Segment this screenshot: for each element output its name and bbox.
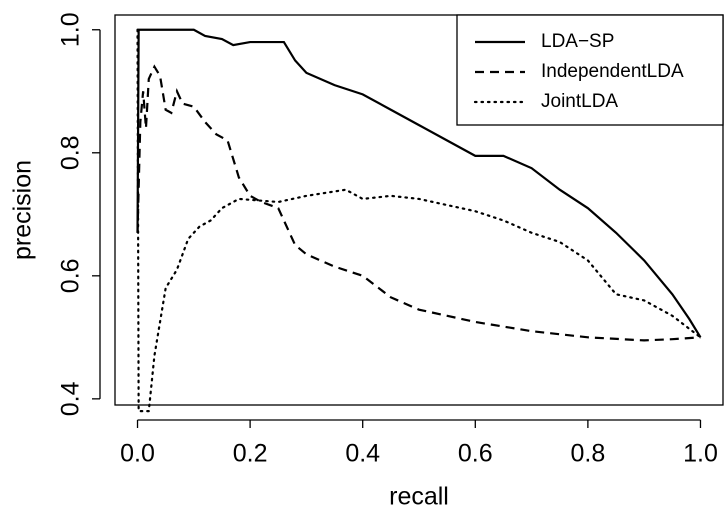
series-line xyxy=(136,28,702,338)
y-tick-label: 0.6 xyxy=(57,258,85,293)
legend-box xyxy=(456,14,724,126)
x-tick-label: 0.0 xyxy=(120,440,155,468)
x-tick-label: 0.8 xyxy=(571,440,606,468)
x-tick-label: 0.4 xyxy=(345,440,380,468)
series-line xyxy=(136,28,702,413)
x-tick-label: 0.6 xyxy=(458,440,493,468)
y-tick-label: 0.4 xyxy=(57,381,85,416)
y-tick-label: 0.8 xyxy=(57,135,85,170)
x-tick-label: 1.0 xyxy=(683,440,718,468)
legend-label: IndependentLDA xyxy=(541,61,684,82)
series-line xyxy=(136,64,701,342)
y-axis-label: precision xyxy=(9,160,37,260)
x-axis-label: recall xyxy=(389,483,449,511)
plot-frame xyxy=(114,14,724,406)
legend-label: JointLDA xyxy=(541,91,618,112)
x-tick-label: 0.2 xyxy=(233,440,268,468)
legend-label: LDA−SP xyxy=(541,31,614,52)
y-tick-label: 1.0 xyxy=(57,12,85,47)
